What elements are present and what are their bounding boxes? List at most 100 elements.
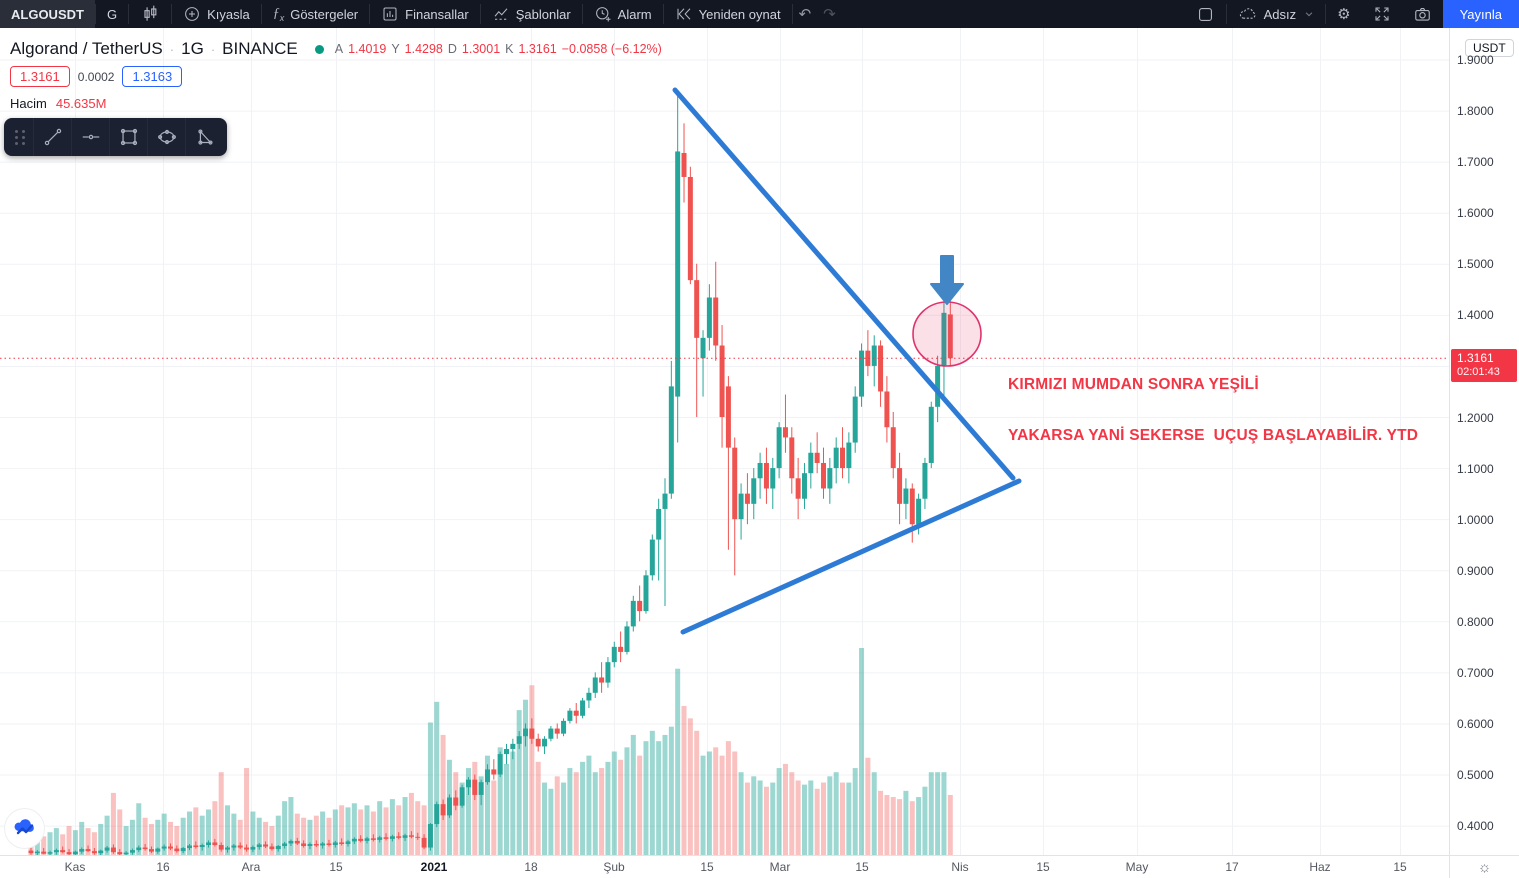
volume-bar bbox=[389, 799, 395, 855]
publish-label: Yayınla bbox=[1459, 6, 1502, 22]
indicators-button[interactable]: ƒx Göstergeler bbox=[262, 0, 369, 28]
candle-body bbox=[611, 646, 617, 663]
candle-body bbox=[129, 850, 135, 853]
volume-bar bbox=[789, 772, 795, 855]
volume-bar bbox=[440, 734, 446, 855]
candle-body bbox=[649, 539, 655, 576]
volume-bar bbox=[935, 772, 941, 855]
redo-button[interactable]: ↷ bbox=[817, 0, 842, 28]
camera-icon bbox=[1414, 7, 1430, 21]
candle-body bbox=[821, 462, 826, 489]
candle-body bbox=[301, 843, 307, 847]
time-tick-label: 15 bbox=[700, 860, 714, 874]
rectangle-icon bbox=[120, 128, 137, 146]
alert-button[interactable]: Alarm bbox=[583, 0, 663, 28]
candle-body bbox=[916, 498, 922, 525]
chart-style-button[interactable] bbox=[129, 0, 171, 28]
candle-body bbox=[320, 843, 326, 846]
volume-bar bbox=[732, 751, 738, 855]
candle-body bbox=[827, 468, 833, 489]
compare-button[interactable]: Kıyasla bbox=[172, 0, 261, 28]
volume-bar bbox=[833, 772, 839, 855]
candle-body bbox=[415, 836, 421, 838]
rectangle-tool[interactable] bbox=[109, 118, 147, 156]
compare-label: Kıyasla bbox=[207, 6, 250, 22]
theme-sun-icon[interactable]: ☼ bbox=[1477, 858, 1492, 876]
candle-body bbox=[922, 462, 928, 499]
candle-body bbox=[98, 850, 104, 854]
time-axis[interactable]: Kas 16 Ara 15 2021 18 Şub 15 Mar 15 Nis 15 May 17 Haz 1… bbox=[0, 855, 1449, 878]
financials-button[interactable]: Finansallar bbox=[370, 0, 480, 28]
price-tick-label: 1.2000 bbox=[1457, 410, 1494, 425]
volume-bar bbox=[434, 701, 440, 855]
publish-button[interactable]: Yayınla bbox=[1442, 0, 1519, 28]
triangle-pattern-tool[interactable] bbox=[185, 118, 223, 156]
candle-body bbox=[840, 447, 846, 469]
volume-bar bbox=[478, 776, 484, 855]
toolbar-divider bbox=[94, 4, 96, 24]
candle-body bbox=[846, 442, 852, 469]
market-status-dot[interactable] bbox=[314, 44, 324, 54]
candle-body bbox=[148, 849, 154, 852]
horizontal-line-tool[interactable] bbox=[71, 118, 109, 156]
price-tick-label: 1.9000 bbox=[1457, 53, 1494, 68]
candle-body bbox=[668, 386, 674, 494]
low-value: 1.3001 bbox=[461, 42, 501, 56]
fullscreen-button[interactable] bbox=[1362, 0, 1402, 28]
volume-bar bbox=[193, 807, 199, 855]
candle-body bbox=[288, 840, 294, 844]
candle-body bbox=[34, 851, 40, 854]
volume-bar bbox=[320, 811, 326, 855]
volume-bar bbox=[523, 699, 529, 855]
candle-body bbox=[187, 845, 192, 849]
time-tick-label: 15 bbox=[1036, 860, 1050, 874]
legend-exchange[interactable]: BINANCE bbox=[222, 39, 298, 58]
save-layout-button[interactable]: Adsız bbox=[1227, 0, 1326, 28]
price-tick-label: 0.6000 bbox=[1457, 716, 1494, 731]
layout-select-button[interactable] bbox=[1185, 0, 1226, 28]
volume-bar bbox=[548, 788, 554, 855]
candle-body bbox=[763, 462, 769, 489]
legend-interval[interactable]: 1G bbox=[181, 39, 204, 58]
volume-bar bbox=[161, 813, 167, 855]
replay-button[interactable]: Yeniden oynat bbox=[664, 0, 792, 28]
ellipse-tool[interactable] bbox=[147, 118, 185, 156]
volume-bar bbox=[586, 755, 592, 855]
trendline bbox=[680, 478, 1022, 635]
candle-body bbox=[643, 575, 649, 612]
volume-bar bbox=[516, 710, 522, 855]
interval-button[interactable]: G bbox=[96, 0, 128, 28]
volume-bar bbox=[465, 768, 471, 855]
candle-body bbox=[580, 700, 586, 716]
time-tick-label: Haz bbox=[1309, 860, 1331, 874]
volume-bar bbox=[928, 772, 934, 855]
settings-button[interactable]: ⚙ bbox=[1326, 0, 1361, 28]
trend-line-tool[interactable] bbox=[33, 118, 71, 156]
volume-bar bbox=[472, 761, 478, 855]
candle-body bbox=[941, 312, 947, 366]
volume-bar bbox=[148, 823, 154, 855]
templates-button[interactable]: Şablonlar bbox=[481, 0, 582, 28]
candle-body bbox=[789, 437, 795, 479]
symbol-title[interactable]: Algorand / TetherUS bbox=[10, 39, 163, 58]
drag-handle[interactable] bbox=[8, 129, 33, 145]
currency-toggle[interactable]: USDT bbox=[1465, 39, 1514, 57]
candle-body bbox=[795, 478, 801, 499]
volume-bar bbox=[903, 790, 909, 855]
candle-body bbox=[326, 843, 332, 845]
candle-body bbox=[313, 843, 319, 846]
trendline bbox=[672, 87, 1016, 481]
chart-canvas[interactable] bbox=[0, 28, 1449, 855]
candle-body bbox=[757, 462, 763, 479]
undo-button[interactable]: ↶ bbox=[793, 0, 818, 28]
tradingview-logo[interactable] bbox=[5, 809, 44, 848]
candle-body bbox=[637, 600, 643, 612]
candle-body bbox=[206, 842, 212, 845]
volume-bar bbox=[909, 801, 915, 855]
volume-bar bbox=[535, 761, 541, 855]
symbol-button[interactable]: ALGOUSDT bbox=[0, 0, 95, 28]
volume-bar bbox=[611, 751, 617, 855]
price-axis[interactable]: USDT 1.3161 02:01:43 1.9000 1.8000 1.7000 1… bbox=[1449, 28, 1519, 855]
volume-bar bbox=[725, 741, 731, 855]
screenshot-button[interactable] bbox=[1402, 0, 1443, 28]
